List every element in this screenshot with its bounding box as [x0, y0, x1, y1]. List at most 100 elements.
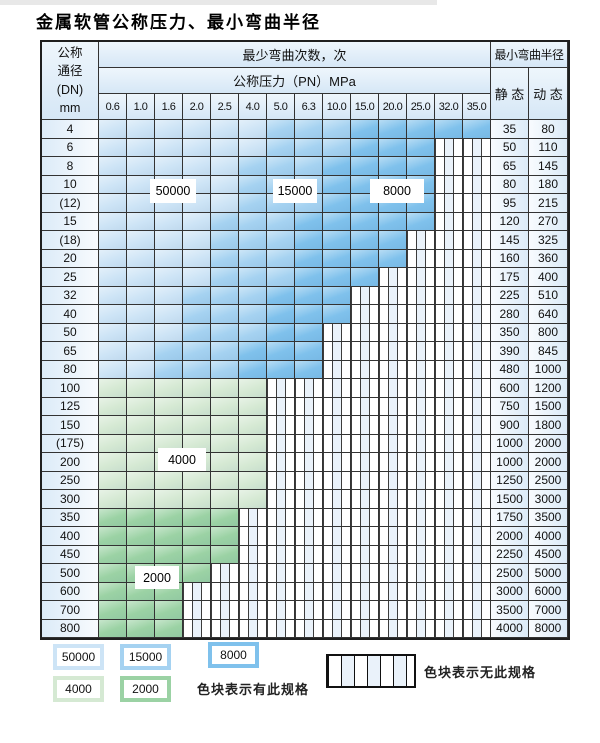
legend-swatch-50000: 50000 [53, 644, 104, 670]
zone-label-50000: 50000 [150, 179, 196, 203]
dn-cell: 350 [42, 508, 99, 527]
no-spec-cell [323, 471, 351, 490]
spec-cell [99, 471, 127, 490]
zone-label-4000: 4000 [158, 448, 206, 471]
static-value-cell: 1250 [491, 471, 529, 490]
static-value-cell: 1000 [491, 453, 529, 472]
no-spec-cell [407, 453, 435, 472]
spec-cell [183, 416, 211, 435]
no-spec-cell [267, 619, 295, 638]
no-spec-cell [379, 490, 407, 509]
dn-cell: (12) [42, 194, 99, 213]
spec-cell [323, 175, 351, 194]
spec-cell [155, 157, 183, 176]
spec-cell [99, 212, 127, 231]
spec-cell [267, 360, 295, 379]
dynamic-value-cell: 3500 [529, 508, 568, 527]
spec-cell [99, 508, 127, 527]
no-spec-cell [463, 453, 491, 472]
pressure-value-header: 6.3 [295, 94, 323, 120]
no-spec-cell [435, 601, 463, 620]
pressure-value-header: 25.0 [407, 94, 435, 120]
no-spec-cell [351, 490, 379, 509]
spec-cell [267, 212, 295, 231]
dynamic-value-cell: 145 [529, 157, 568, 176]
no-spec-cell [407, 305, 435, 324]
spec-cell [183, 249, 211, 268]
no-spec-cell [295, 527, 323, 546]
no-spec-cell [407, 379, 435, 398]
legend-swatch-8000: 8000 [208, 642, 259, 668]
dn-header-line: 公称 [57, 46, 83, 61]
dynamic-value-cell: 325 [529, 231, 568, 250]
dn-header-line: (DN) [56, 82, 84, 97]
no-spec-cell [435, 342, 463, 361]
dn-cell: (18) [42, 231, 99, 250]
no-spec-cell [463, 268, 491, 287]
no-spec-cell [407, 508, 435, 527]
no-spec-cell [435, 545, 463, 564]
static-value-cell: 600 [491, 379, 529, 398]
pressure-value-header: 5.0 [267, 94, 295, 120]
spec-cell [295, 286, 323, 305]
spec-cell [155, 360, 183, 379]
no-spec-cell [267, 453, 295, 472]
spec-cell [127, 527, 155, 546]
spec-cell [239, 434, 267, 453]
spec-cell [99, 434, 127, 453]
no-spec-cell [379, 434, 407, 453]
legend-swatch-label: 8000 [212, 646, 255, 664]
no-spec-cell [407, 360, 435, 379]
spec-cell [323, 268, 351, 287]
spec-cell [127, 249, 155, 268]
spec-cell [183, 268, 211, 287]
pressure-value-header: 2.0 [183, 94, 211, 120]
no-spec-cell [351, 527, 379, 546]
spec-cell [379, 231, 407, 250]
spec-cell [239, 360, 267, 379]
dynamic-value-cell: 180 [529, 175, 568, 194]
no-spec-cell [463, 379, 491, 398]
dn-cell: 32 [42, 286, 99, 305]
no-spec-cell [379, 508, 407, 527]
no-spec-cell [295, 601, 323, 620]
legend-swatch-2000: 2000 [120, 676, 171, 702]
spec-cell [239, 471, 267, 490]
spec-cell [155, 212, 183, 231]
dn-cell: 200 [42, 453, 99, 472]
spec-cell [183, 138, 211, 157]
no-spec-cell [379, 471, 407, 490]
no-spec-cell [183, 601, 211, 620]
no-spec-cell [435, 249, 463, 268]
no-spec-cell [267, 564, 295, 583]
no-spec-cell [463, 175, 491, 194]
static-value-cell: 175 [491, 268, 529, 287]
spec-cell [99, 582, 127, 601]
spec-cell [295, 305, 323, 324]
spec-cell [239, 120, 267, 139]
spec-cell [155, 138, 183, 157]
spec-cell [239, 138, 267, 157]
legend-swatch-label: 50000 [57, 648, 100, 666]
spec-cell [183, 305, 211, 324]
spec-cell [155, 508, 183, 527]
no-spec-cell [379, 305, 407, 324]
static-value-cell: 2000 [491, 527, 529, 546]
spec-cell [155, 545, 183, 564]
no-spec-cell [435, 138, 463, 157]
dn-cell: 50 [42, 323, 99, 342]
dn-cell: 500 [42, 564, 99, 583]
spec-cell [183, 490, 211, 509]
spec-cell [267, 323, 295, 342]
pressure-value-header: 1.6 [155, 94, 183, 120]
no-spec-cell [463, 286, 491, 305]
static-value-cell: 900 [491, 416, 529, 435]
spec-cell [239, 453, 267, 472]
pressure-value-header: 15.0 [351, 94, 379, 120]
spec-cell [295, 249, 323, 268]
no-spec-cell [351, 360, 379, 379]
spec-cell [211, 305, 239, 324]
spec-cell [99, 360, 127, 379]
spec-cell [239, 286, 267, 305]
spec-cell [127, 471, 155, 490]
